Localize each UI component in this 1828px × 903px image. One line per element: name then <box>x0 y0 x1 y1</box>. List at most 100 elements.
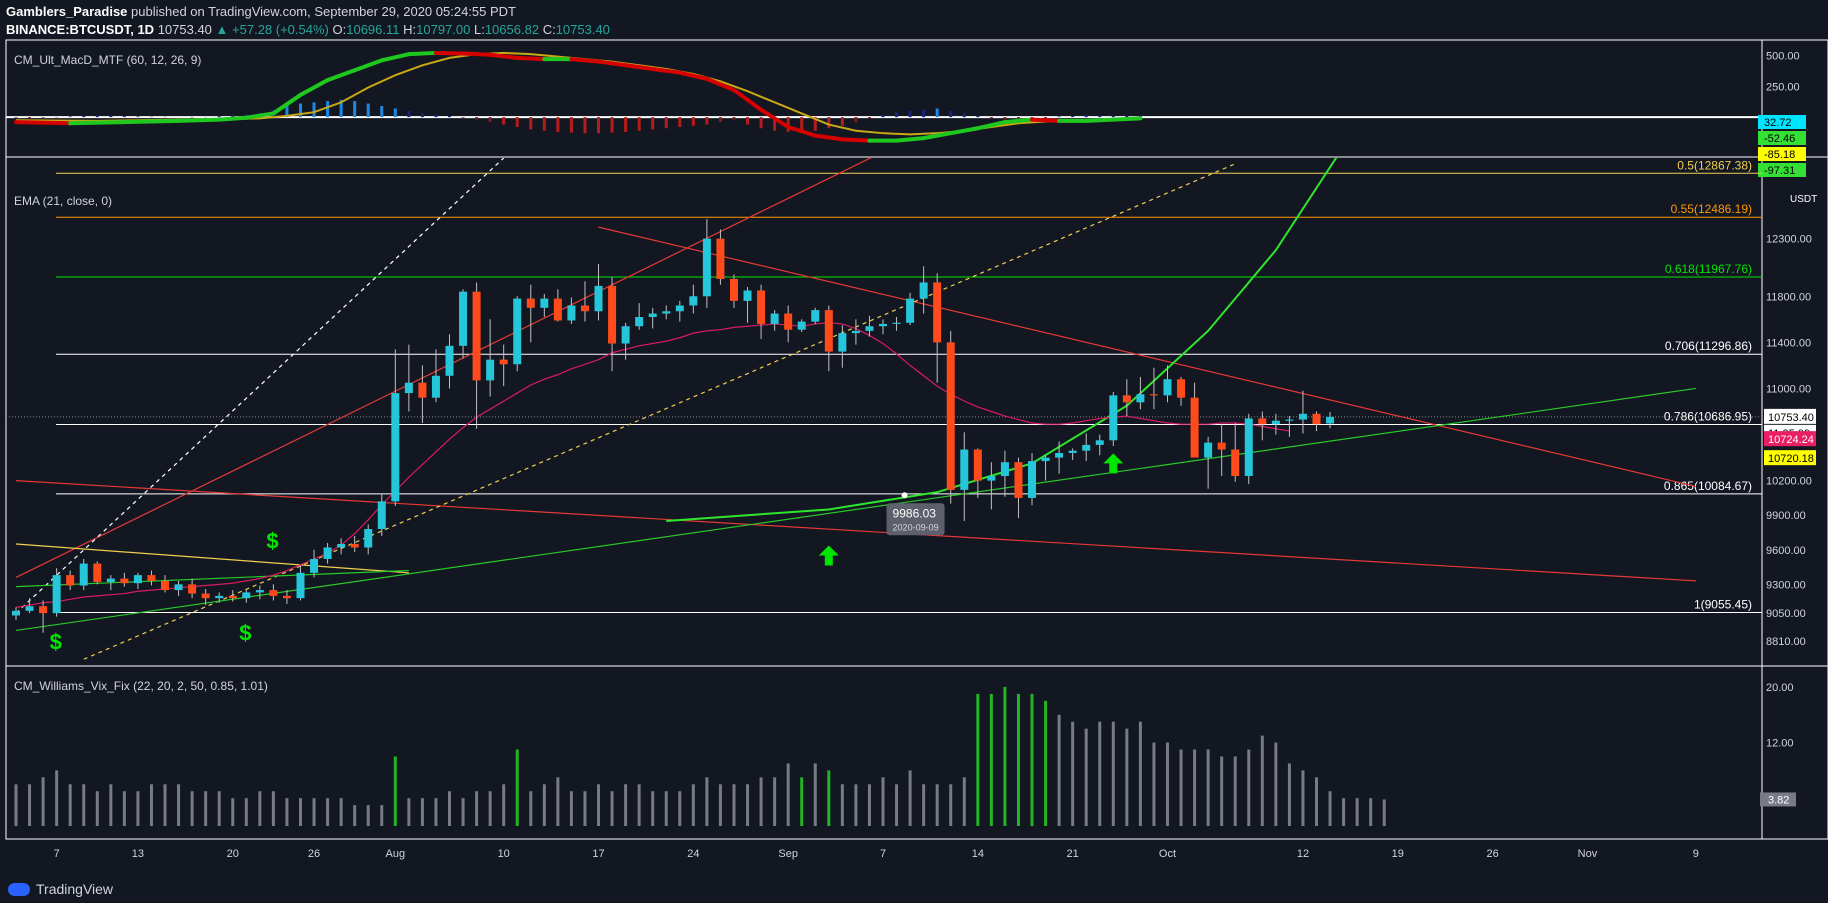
vix-bar <box>515 749 519 826</box>
vix-bar <box>1193 749 1197 826</box>
vix-bar <box>935 784 939 826</box>
vix-bar <box>867 784 871 826</box>
macd-line-segment <box>244 111 276 120</box>
price-tag-text: 10720.18 <box>1768 453 1814 465</box>
macd-histogram-bar <box>68 116 72 118</box>
buy-arrow-icon <box>1103 453 1124 474</box>
macd-histogram-bar <box>935 108 939 118</box>
candle-body <box>1028 461 1037 498</box>
candle-body <box>1190 397 1199 458</box>
macd-histogram-bar <box>1084 114 1088 118</box>
candle-body <box>1109 395 1118 441</box>
price-axis-tick: 8810.00 <box>1766 636 1806 648</box>
macd-histogram-bar <box>691 117 695 126</box>
candle <box>147 570 156 586</box>
time-axis-tick: 24 <box>687 848 699 860</box>
candle <box>296 565 305 601</box>
vix-bar <box>190 791 194 826</box>
vix-bar <box>691 784 695 826</box>
chart-header: Gamblers_Paradise published on TradingVi… <box>6 3 610 39</box>
symbol-label[interactable]: BINANCE:BTCUSDT, 1D <box>6 22 155 37</box>
candle-body <box>906 298 915 323</box>
time-axis-tick: 26 <box>308 848 320 860</box>
macd-histogram-bar <box>718 117 722 123</box>
macd-histogram-bar <box>569 117 573 133</box>
macd-histogram-bar <box>366 103 370 118</box>
candle-body <box>431 375 440 398</box>
macd-line-segment <box>217 115 249 122</box>
candle <box>39 600 48 633</box>
candle <box>377 494 386 536</box>
candle <box>499 344 508 387</box>
candle <box>404 344 413 412</box>
vix-bar <box>1071 721 1075 826</box>
close-value: 10753.40 <box>555 22 610 37</box>
candle <box>879 319 887 335</box>
time-axis-tick: 7 <box>54 848 60 860</box>
candle-body <box>729 278 738 301</box>
vix-bar <box>908 770 912 826</box>
candle <box>1068 448 1077 460</box>
candle <box>486 319 495 397</box>
macd-histogram-bar <box>908 110 912 118</box>
macd-histogram-bar <box>14 117 18 118</box>
candle-body <box>716 238 725 279</box>
macd-histogram-bar <box>854 117 858 123</box>
publish-line: Gamblers_Paradise published on TradingVi… <box>6 3 610 21</box>
candle <box>946 330 955 504</box>
vix-bar <box>1152 742 1156 826</box>
vix-bar <box>393 756 397 826</box>
vix-bar <box>746 784 750 826</box>
candle-body <box>445 345 454 376</box>
time-axis-tick: 12 <box>1297 848 1309 860</box>
chart-frame <box>5 39 1828 840</box>
macd-histogram-bar <box>1044 117 1048 119</box>
candle <box>865 315 874 337</box>
vix-axis-tick: 20.00 <box>1766 682 1794 694</box>
candle-body <box>364 529 373 548</box>
publish-info: published on TradingView.com, September … <box>131 4 516 19</box>
candle <box>350 535 359 553</box>
candle <box>364 524 373 555</box>
trendline <box>15 543 409 574</box>
vix-bar <box>895 784 899 826</box>
candle-body <box>52 575 61 614</box>
candle-body <box>161 580 170 591</box>
candle-body <box>635 317 644 327</box>
candle-body <box>702 238 711 297</box>
candle <box>1000 450 1009 497</box>
vix-bar <box>109 784 113 826</box>
macd-histogram-bar <box>393 108 397 118</box>
candle-body <box>513 298 522 365</box>
vix-bar <box>1098 721 1102 826</box>
price-axis-tick: 10200.00 <box>1766 476 1812 488</box>
vix-bar <box>1206 749 1210 826</box>
macd-line-segment <box>921 131 953 141</box>
candle <box>1014 457 1023 519</box>
vix-bar <box>475 791 479 826</box>
author-name[interactable]: Gamblers_Paradise <box>6 4 128 19</box>
macd-histogram-bar <box>82 115 86 118</box>
vix-bar <box>773 777 777 826</box>
brand-name[interactable]: TradingView <box>36 881 114 897</box>
candle-body <box>757 290 766 324</box>
macd-histogram-bar <box>109 115 113 118</box>
candle <box>1312 411 1321 432</box>
candle <box>729 274 738 308</box>
candle <box>255 585 264 600</box>
dollar-sign-icon: $ <box>50 630 62 655</box>
vix-bar <box>177 784 181 826</box>
macd-histogram-bar <box>827 117 831 129</box>
vix-bar <box>244 798 248 826</box>
macd-axis-tick: 500.00 <box>1766 50 1800 62</box>
ohlc-line: BINANCE:BTCUSDT, 1D 10753.40 ▲ +57.28 (+… <box>6 21 610 39</box>
candle-body <box>770 313 779 324</box>
candle <box>513 296 522 372</box>
macd-histogram-bar <box>448 115 451 118</box>
vix-bar <box>1382 799 1386 826</box>
vix-value-tag-text: 3.82 <box>1768 794 1789 806</box>
candle <box>797 319 806 332</box>
macd-line-segment <box>840 137 872 143</box>
candle-body <box>1136 394 1145 403</box>
